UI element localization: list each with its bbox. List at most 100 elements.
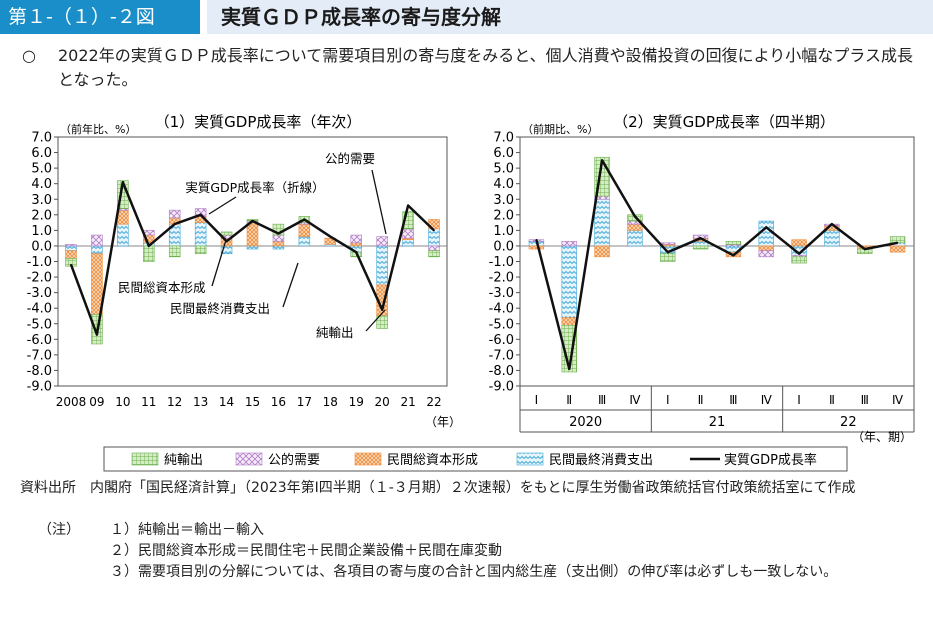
y-tick-label: -2.0 [489,271,514,286]
bar-consumption [272,245,285,250]
legend-label: 民間最終消費支出 [549,452,653,468]
bar-investment [594,245,610,258]
gdp-growth-point [251,220,254,222]
charts-area: （1）実質GDP成長率（年次）（前年比、%）7.06.05.04.03.02.0… [27,113,915,472]
x-tick-label: Ⅲ [861,393,869,407]
legend-swatch-net-exports [131,452,159,466]
bar-net-exports [889,236,906,244]
bar-public-demand [758,250,774,258]
y-tick-label: -7.0 [27,348,52,363]
x-tick-label: Ⅲ [729,393,737,407]
x-tick-label: Ⅱ [698,393,704,407]
gdp-growth-point [666,251,669,253]
y-tick-label: -9.0 [489,380,514,395]
y-axis-unit: （前期比、%） [522,122,598,136]
annotation-leader [371,169,387,235]
annotation-leader [211,239,227,287]
annotation-leader [208,196,237,215]
bar-investment [117,209,129,225]
x-tick-label: Ⅱ [566,393,572,407]
gdp-growth-point [831,223,833,225]
y-tick-label: -5.0 [489,317,514,332]
lead-text: 2022年の実質ＧＤＰ成長率について需要項目別の寄与度をみると、個人消費や設備投… [58,46,913,89]
bar-investment [272,240,285,247]
x-tick-label: 16 [271,395,286,409]
y-tick-label: 7.0 [493,131,514,146]
gdp-growth-point [535,238,538,241]
gdp-growth-line [535,159,898,371]
bar-public-demand [660,242,676,245]
y-tick-label: 2.0 [31,208,52,223]
year-label: 21 [709,415,726,430]
bar-investment [889,245,906,253]
y-tick-label: 4.0 [31,177,52,192]
source-label: 資料出所 [20,480,76,496]
bar-consumption [117,223,129,247]
x-tick-label: 15 [245,395,260,409]
y-tick-label: -1.0 [489,255,514,270]
bar-net-exports [168,245,181,258]
bar-public-demand [561,240,577,247]
y-tick-label: 4.0 [493,177,514,192]
y-tick-label: -7.0 [489,348,514,363]
bar-consumption [194,222,207,247]
x-tick-label: Ⅳ [892,393,903,407]
y-tick-label: -1.0 [27,255,52,270]
bar-consumption [758,220,774,247]
gdp-growth-point [634,215,636,218]
bar-consumption [376,245,388,286]
year-label: 2020 [569,415,602,430]
annotation-label: 民間最終消費支出 [170,301,270,316]
note-label: （注） [38,522,80,538]
year-label: 22 [840,415,857,430]
annotation-leader [282,262,299,308]
bar-consumption [824,230,840,247]
y-tick-label: -9.0 [27,380,52,395]
y-tick-label: 2.0 [493,208,514,223]
note-item: １）純輸出＝輸出－輸入 [110,522,264,538]
gdp-growth-point [732,254,735,257]
gdp-growth-point [407,204,409,207]
y-tick-label: 0.0 [31,239,52,254]
bar-net-exports [194,245,207,255]
chart-title: （2）実質GDP成長率（四半期） [613,113,835,131]
y-tick-label: -4.0 [489,302,514,317]
bar-investment [627,223,643,231]
circle-bullet-icon: ○ [22,46,36,65]
x-tick-label: 14 [219,395,234,409]
quarterly-chart: （2）実質GDP成長率（四半期） （前期比、%） 7.06.05.04.03.02.… [489,113,915,444]
gdp-growth-point [568,368,571,370]
y-tick-label: 1.0 [493,224,514,239]
annotation-label: 純輸出 [316,325,354,340]
bar-public-demand [402,228,414,239]
bar-public-demand [272,234,285,242]
bar-consumption [298,236,311,247]
bar-net-exports [428,250,440,258]
bar-investment [561,317,577,326]
annotation-label: 実質GDP成長率（折線） [185,180,324,195]
x-tick-label: 11 [141,395,156,409]
y-tick-label: 5.0 [31,162,52,177]
bar-investment [791,239,807,247]
figure-number: 第１-（１）-２図 [0,0,200,34]
notes: 資料出所 内閣府「国民経済計算」（2023年第Ⅰ四半期（１-３月期）２次速報）を… [20,478,920,580]
x-tick-label: Ⅰ [535,393,539,407]
x-tick-label: 18 [323,395,338,409]
y-tick-label: -6.0 [489,333,514,348]
y-axis-unit: （前年比、%） [60,122,136,136]
x-tick-label: 12 [167,395,182,409]
bar-net-exports [692,245,709,250]
x-tick-label: 09 [89,395,104,409]
note-item: ２）民間総資本形成＝民間住宅＋民間企業設備＋民間在庫変動 [110,543,502,559]
x-tick-label: Ⅳ [761,393,772,407]
bar-net-exports [660,253,676,262]
bar-net-exports [791,256,807,264]
gdp-growth-point [122,181,124,183]
y-tick-label: -4.0 [27,302,52,317]
bar-public-demand [65,244,77,247]
y-tick-label: 5.0 [493,162,514,177]
legend-label: 民間総資本形成 [387,453,478,468]
y-tick-label: 1.0 [31,224,52,239]
x-tick-label: Ⅲ [598,393,606,407]
bar-consumption [246,245,259,250]
